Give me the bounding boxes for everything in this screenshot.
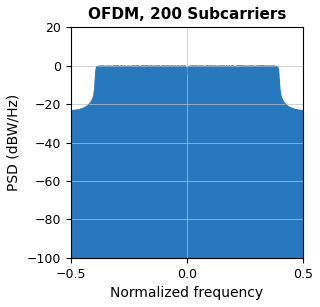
Y-axis label: PSD (dBW/Hz): PSD (dBW/Hz) [7,94,21,191]
Title: OFDM, 200 Subcarriers: OFDM, 200 Subcarriers [88,7,286,22]
X-axis label: Normalized frequency: Normalized frequency [110,286,263,300]
